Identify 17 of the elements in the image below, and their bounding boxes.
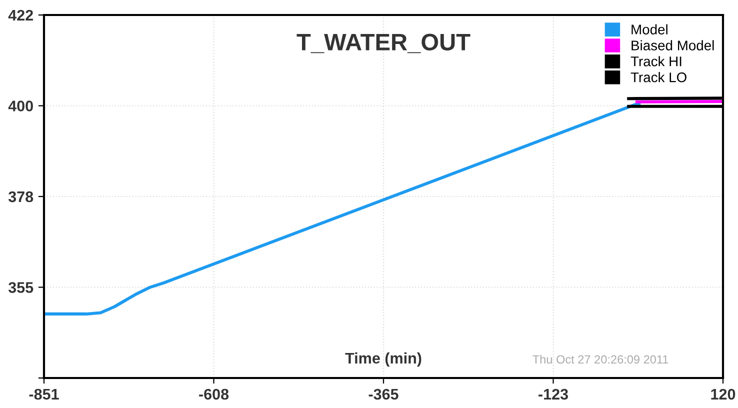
- x-tick-label: -851: [29, 388, 59, 400]
- y-tick-label: 378: [8, 191, 34, 202]
- x-tick-label: 120: [711, 388, 736, 400]
- y-tick-label: 355: [8, 282, 34, 293]
- legend-label: Track HI: [630, 56, 682, 66]
- legend-label: Track LO: [630, 72, 686, 82]
- legend-label: Biased Model: [632, 40, 714, 50]
- text: T_WATER_OUT: [296, 34, 470, 54]
- x-axis-title: Time (min): [345, 352, 422, 367]
- y-tick-label: 400: [8, 100, 33, 112]
- x-tick-label: -608: [199, 388, 229, 400]
- line-series: [44, 102, 641, 316]
- x-tick-label: -365: [368, 388, 398, 400]
- annotation: Thu Oct 27 20:26:09 2011: [532, 354, 668, 364]
- legend-label: Model: [632, 24, 668, 34]
- x-tick-label: -123: [538, 388, 568, 400]
- y-tick-label: 422: [8, 10, 33, 21]
